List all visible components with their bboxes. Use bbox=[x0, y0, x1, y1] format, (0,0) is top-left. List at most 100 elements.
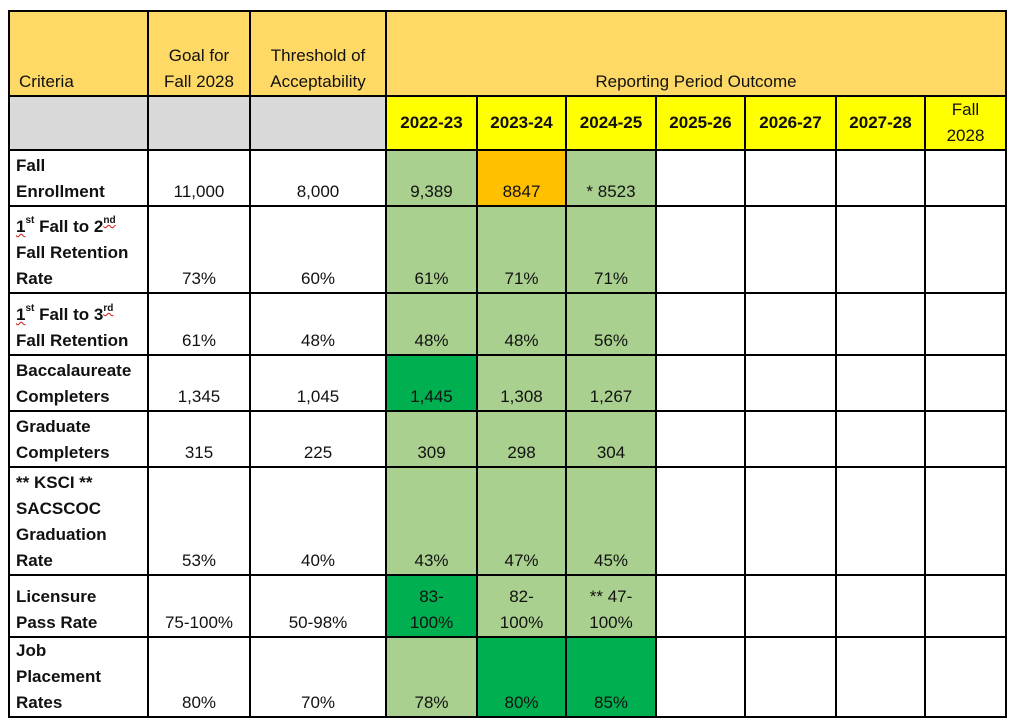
table-row: Baccalaureate Completers 1,345 1,045 1,4… bbox=[8, 354, 1007, 412]
empty-cell bbox=[744, 205, 837, 294]
criteria-label: Job Placement Rates bbox=[8, 636, 149, 718]
empty-cell bbox=[924, 466, 1007, 576]
ordinal-sup: st bbox=[25, 303, 35, 314]
label-line: Completers bbox=[16, 387, 110, 406]
empty-cell bbox=[655, 292, 746, 356]
goal-value: 61% bbox=[147, 292, 251, 356]
empty-cell bbox=[835, 292, 926, 356]
label-line: 1st Fall to 3rd bbox=[16, 296, 141, 328]
outcome-cell: 83- 100% bbox=[385, 574, 478, 638]
year-header: 2023-24 bbox=[476, 95, 567, 151]
empty-cell bbox=[924, 574, 1007, 638]
outcomes-table: Criteria Goal for Fall 2028 Threshold of… bbox=[8, 10, 1007, 718]
criteria-label: 1st Fall to 3rd Fall Retention bbox=[8, 292, 149, 356]
ordinal-sup: rd bbox=[103, 303, 114, 314]
empty-cell bbox=[655, 149, 746, 207]
label-line: Fall Retention bbox=[16, 331, 129, 350]
reporting-period-header: Reporting Period Outcome bbox=[385, 10, 1007, 97]
year-header: 2025-26 bbox=[655, 95, 746, 151]
criteria-label: Graduate Completers bbox=[8, 410, 149, 468]
empty-cell bbox=[744, 292, 837, 356]
year-header: Fall 2028 bbox=[924, 95, 1007, 151]
outcome-cell: 61% bbox=[385, 205, 478, 294]
outcome-cell: 71% bbox=[476, 205, 567, 294]
threshold-value: 1,045 bbox=[249, 354, 387, 412]
criteria-label: ** KSCI ** SACSCOC Graduation Rate bbox=[8, 466, 149, 576]
label-line: Graduation bbox=[16, 525, 107, 544]
label-line: Fall bbox=[16, 156, 46, 175]
label-line: Placement bbox=[16, 667, 102, 686]
outcome-cell: 1,445 bbox=[385, 354, 478, 412]
outcome-cell: 43% bbox=[385, 466, 478, 576]
label-line: Completers bbox=[16, 443, 110, 462]
goal-value: 53% bbox=[147, 466, 251, 576]
outcome-cell: 78% bbox=[385, 636, 478, 718]
outcome-cell: 298 bbox=[476, 410, 567, 468]
empty-cell bbox=[655, 205, 746, 294]
empty-cell bbox=[744, 354, 837, 412]
label-line: Enrollment bbox=[16, 182, 105, 201]
empty-cell bbox=[835, 410, 926, 468]
outcome-cell: 82- 100% bbox=[476, 574, 567, 638]
label-line: Licensure bbox=[16, 587, 97, 606]
label-line: Baccalaureate bbox=[16, 361, 132, 380]
label-line: Graduate bbox=[16, 417, 91, 436]
year-header: 2027-28 bbox=[835, 95, 926, 151]
outcome-cell: 9,389 bbox=[385, 149, 478, 207]
blank-cell bbox=[8, 95, 149, 151]
label-line: SACSCOC bbox=[16, 499, 102, 518]
empty-cell bbox=[744, 410, 837, 468]
ordinal-sup: nd bbox=[103, 215, 116, 226]
outcome-line: 100% bbox=[499, 613, 544, 632]
criteria-label: Baccalaureate Completers bbox=[8, 354, 149, 412]
label-mid: Fall to 3 bbox=[34, 305, 104, 324]
empty-cell bbox=[835, 466, 926, 576]
table-row: Graduate Completers 315 225 309 298 304 bbox=[8, 410, 1007, 468]
goal-value: 75-100% bbox=[147, 574, 251, 638]
table-row: Job Placement Rates 80% 70% 78% 80% 85% bbox=[8, 636, 1007, 718]
empty-cell bbox=[835, 149, 926, 207]
goal-value: 11,000 bbox=[147, 149, 251, 207]
blank-cell bbox=[249, 95, 387, 151]
table-row: ** KSCI ** SACSCOC Graduation Rate 53% 4… bbox=[8, 466, 1007, 576]
label-line: Pass Rate bbox=[16, 613, 98, 632]
goal-value: 315 bbox=[147, 410, 251, 468]
threshold-value: 50-98% bbox=[249, 574, 387, 638]
empty-cell bbox=[744, 574, 837, 638]
outcome-cell: ** 47- 100% bbox=[565, 574, 657, 638]
empty-cell bbox=[655, 410, 746, 468]
outcome-cell: 56% bbox=[565, 292, 657, 356]
goal-value: 1,345 bbox=[147, 354, 251, 412]
threshold-value: 40% bbox=[249, 466, 387, 576]
empty-cell bbox=[744, 149, 837, 207]
outcome-cell: 1,267 bbox=[565, 354, 657, 412]
label-line: 1st Fall to 2nd bbox=[16, 208, 141, 240]
label-line: ** KSCI ** bbox=[16, 473, 93, 492]
outcome-cell: * 8523 bbox=[565, 149, 657, 207]
header-row: Criteria Goal for Fall 2028 Threshold of… bbox=[8, 10, 1007, 97]
criteria-label: Fall Enrollment bbox=[8, 149, 149, 207]
label-line: Rate bbox=[16, 551, 53, 570]
ordinal-sup: st bbox=[25, 215, 35, 226]
outcome-line: 83- bbox=[419, 587, 444, 606]
empty-cell bbox=[655, 574, 746, 638]
empty-cell bbox=[924, 410, 1007, 468]
empty-cell bbox=[835, 636, 926, 718]
empty-cell bbox=[835, 574, 926, 638]
outcome-line: 82- bbox=[509, 587, 534, 606]
label-num: 1 bbox=[16, 305, 26, 324]
threshold-value: 48% bbox=[249, 292, 387, 356]
year-header: 2024-25 bbox=[565, 95, 657, 151]
threshold-value: 225 bbox=[249, 410, 387, 468]
threshold-value: 60% bbox=[249, 205, 387, 294]
table-row: Fall Enrollment 11,000 8,000 9,389 8847 … bbox=[8, 149, 1007, 207]
outcome-cell: 1,308 bbox=[476, 354, 567, 412]
empty-cell bbox=[924, 292, 1007, 356]
label-line: Job bbox=[16, 641, 47, 660]
outcome-cell: 304 bbox=[565, 410, 657, 468]
criteria-header: Criteria bbox=[8, 10, 149, 97]
empty-cell bbox=[835, 205, 926, 294]
goal-header: Goal for Fall 2028 bbox=[147, 10, 251, 97]
outcome-cell: 309 bbox=[385, 410, 478, 468]
year-header: 2022-23 bbox=[385, 95, 478, 151]
